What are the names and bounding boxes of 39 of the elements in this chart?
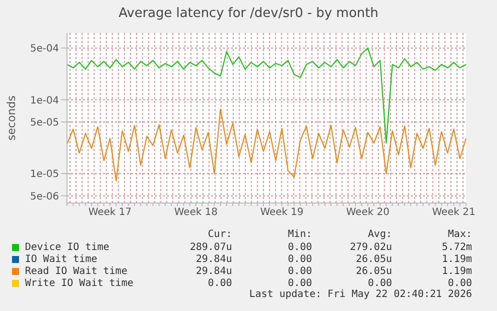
text: 29.84u (194, 254, 232, 264)
text: 0.00 (286, 254, 312, 264)
text: 0.00 (366, 278, 392, 288)
x-tick-label: Week 19 (260, 207, 304, 218)
y-tick-label: 5e-05 (30, 118, 59, 129)
x-tick-label: Week 20 (346, 207, 390, 218)
text: 1.19m (440, 266, 472, 276)
line-series (66, 48, 466, 144)
text: Last update: Fri May 22 02:40:21 2026 (248, 289, 472, 301)
text: 29.84u (194, 266, 232, 276)
line-series (66, 108, 466, 182)
text: 1.19m (440, 254, 472, 264)
text: Cur: (206, 229, 232, 241)
text: 26.05u (354, 266, 392, 276)
text: 0.00 (286, 278, 312, 288)
legend-label: IO Wait time (25, 254, 98, 264)
text: 289.07u (188, 242, 232, 252)
chart-title: Average latency for /dev/sr0 - by month (118, 6, 380, 21)
y-axis-title: seconds (4, 95, 18, 140)
text: Min: (286, 229, 312, 241)
legend-label: Read IO Wait time (25, 266, 128, 276)
text: 5.72m (440, 242, 472, 252)
legend-label: Device IO time (25, 242, 110, 252)
text: 0.00 (286, 242, 312, 252)
text: 279.02u (348, 242, 392, 252)
text: 26.05u (354, 254, 392, 264)
x-tick-label: Week 17 (88, 207, 132, 218)
text: 0.00 (286, 266, 312, 276)
x-tick-label: Week 21 (432, 207, 476, 218)
text: 0.00 (446, 278, 472, 288)
y-tick-label: 5e-04 (30, 44, 59, 55)
y-tick-label: 5e-06 (30, 191, 59, 202)
x-tick-label: Week 18 (174, 207, 218, 218)
text: 0.00 (206, 278, 232, 288)
text: Max: (446, 229, 472, 241)
text: Avg: (366, 229, 392, 241)
y-tick-label: 1e-04 (30, 95, 59, 106)
legend-label: Write IO Wait time (25, 278, 134, 288)
y-tick-label: 1e-05 (30, 169, 59, 180)
